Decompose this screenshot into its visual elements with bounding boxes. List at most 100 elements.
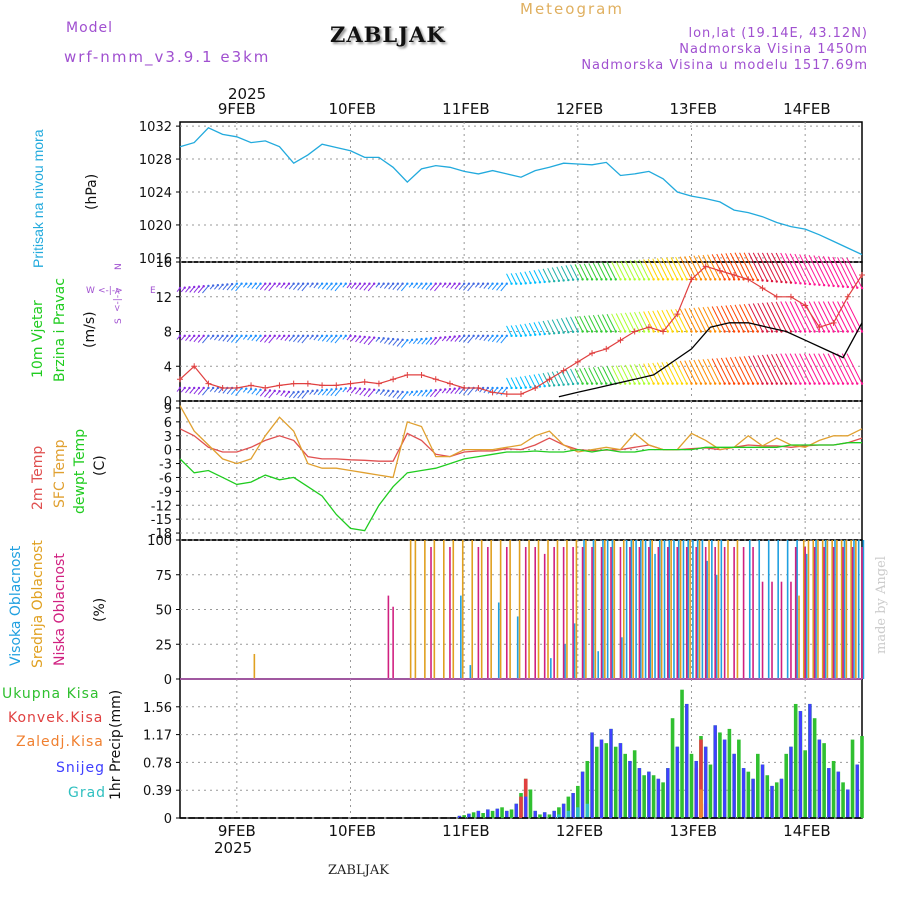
wind-barb-point [766,382,769,385]
wind-barb-point [680,330,684,333]
wind-barb [226,283,233,291]
wind-barb-point [453,387,456,390]
total-rain-bar [557,807,561,818]
wind-barb [235,283,242,292]
gust-marker [177,376,183,383]
wind-barb-point [685,330,688,333]
wind-barb [297,391,304,399]
snow-bar [467,813,471,818]
wind-barb [739,252,754,280]
wind-barb-point [372,388,376,391]
gust-marker [475,384,482,391]
wind-barb-point [605,330,608,333]
wind-barb-point [382,282,385,285]
wind-barb-point [510,282,513,285]
wind-barb [611,365,621,384]
snow-bar [789,746,793,818]
wind-barb-point [391,337,395,341]
wind-barb-point [548,280,551,283]
wind-barb [542,320,550,334]
legend-total-rain: Ukupna Kisa [2,686,100,702]
wind-barb [766,252,782,283]
total-rain-bar [841,782,845,818]
total-rain-bar [803,750,807,818]
wind-barb [841,301,858,332]
wind-barb [652,258,664,280]
wind-barb-point [614,330,617,333]
wind-barb [716,358,730,384]
bottom-day-label: 11FEB [442,822,490,840]
gust-marker [304,380,311,387]
wind-barb [789,353,806,384]
total-rain-bar [481,813,485,818]
wind-barb [579,368,588,384]
wind-barb [193,387,200,395]
wind-barb-point [211,386,215,390]
wind-barb [330,335,337,343]
wind-barb [822,353,839,384]
wind-barb [429,389,437,398]
wind-barb-point [652,330,655,333]
wind-barb-point [254,334,257,338]
gust-marker [702,263,709,270]
wind-barb [363,283,370,291]
wind-barb [693,359,707,384]
y-tick-label: 1020 [139,219,172,234]
wind-barb [661,362,674,384]
altitude-text: Nadmorska Visina 1450m [679,42,868,57]
wind-barb-point [614,278,617,281]
wind-barb-point [349,334,352,338]
wind-barb-point [538,281,542,284]
wind-barb [784,301,801,332]
y-tick-label: -9 [159,485,172,500]
wind-barb-point [723,278,726,281]
wind-barb-point [377,388,381,392]
wind-barb [837,301,853,332]
wind-barb [761,302,778,332]
wind-barb-point [245,334,248,338]
wind-barb-point [628,330,632,333]
gust-marker [503,391,510,398]
wind-barb [837,353,853,384]
wind-barb [602,314,612,332]
wind-barb-point [425,337,428,340]
wind-barb [592,314,602,332]
wind-barb [693,307,707,332]
wind-barb-point [515,386,518,390]
snow-bar [618,743,623,818]
wind-barb-point [846,382,849,385]
wind-barb [293,391,299,399]
wind-barb [707,306,721,332]
gust-marker [489,389,496,396]
wind-barb-point [581,278,584,281]
wind-barb-point [193,386,196,390]
wind-barb-point [472,334,475,338]
wind-barb-point [467,334,471,338]
gust-marker [319,382,326,389]
wind-barb-point [183,386,186,390]
wind-barb [620,312,631,332]
total-rain-bar [774,782,779,818]
wind-barb [574,316,584,332]
wind-barb-point [642,382,646,385]
wind-barb-point [832,284,835,288]
snow-bar [751,778,755,818]
wind-barb [748,252,763,281]
total-rain-bar [661,782,665,818]
wind-barb-point [282,390,286,393]
wind-barb [597,314,607,332]
wind-barb [463,387,470,395]
y-tick-label: 3 [164,430,172,445]
wind-barb [748,303,763,332]
wind-barb [766,354,782,384]
wind-barb [400,339,408,348]
wind-barb [822,301,839,332]
wind-barb [500,283,508,292]
wind-barb-point [330,388,333,391]
y-tick-label: 0 [164,444,172,459]
wind-barb [661,257,674,280]
wind-barb [846,257,863,289]
wind-barb-point [534,333,537,336]
wind-barb-point [472,282,475,285]
wind-barb [634,311,645,332]
